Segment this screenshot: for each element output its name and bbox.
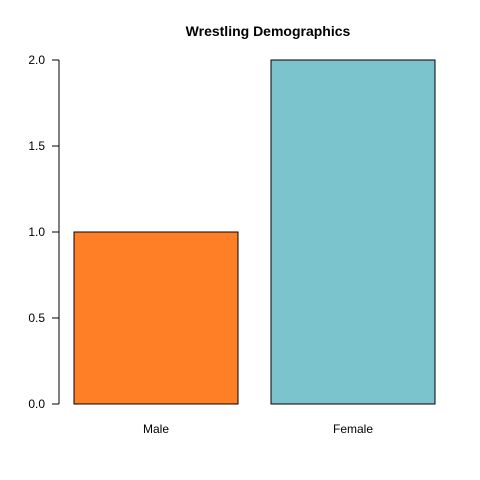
y-tick-label: 2.0 xyxy=(28,53,45,67)
chart-title: Wrestling Demographics xyxy=(186,23,351,39)
x-tick-label: Male xyxy=(143,422,169,436)
y-tick-label: 0.5 xyxy=(28,311,45,325)
bar-male xyxy=(73,231,239,405)
bar-female xyxy=(270,59,436,405)
y-axis: 0.0 0.5 1.0 1.5 2.0 xyxy=(28,53,60,411)
y-tick-label: 0.0 xyxy=(28,397,45,411)
x-axis-labels: Male Female xyxy=(143,422,373,436)
y-tick-label: 1.5 xyxy=(28,139,45,153)
bars-group xyxy=(73,59,436,405)
x-tick-label: Female xyxy=(333,422,373,436)
y-tick-label: 1.0 xyxy=(28,225,45,239)
